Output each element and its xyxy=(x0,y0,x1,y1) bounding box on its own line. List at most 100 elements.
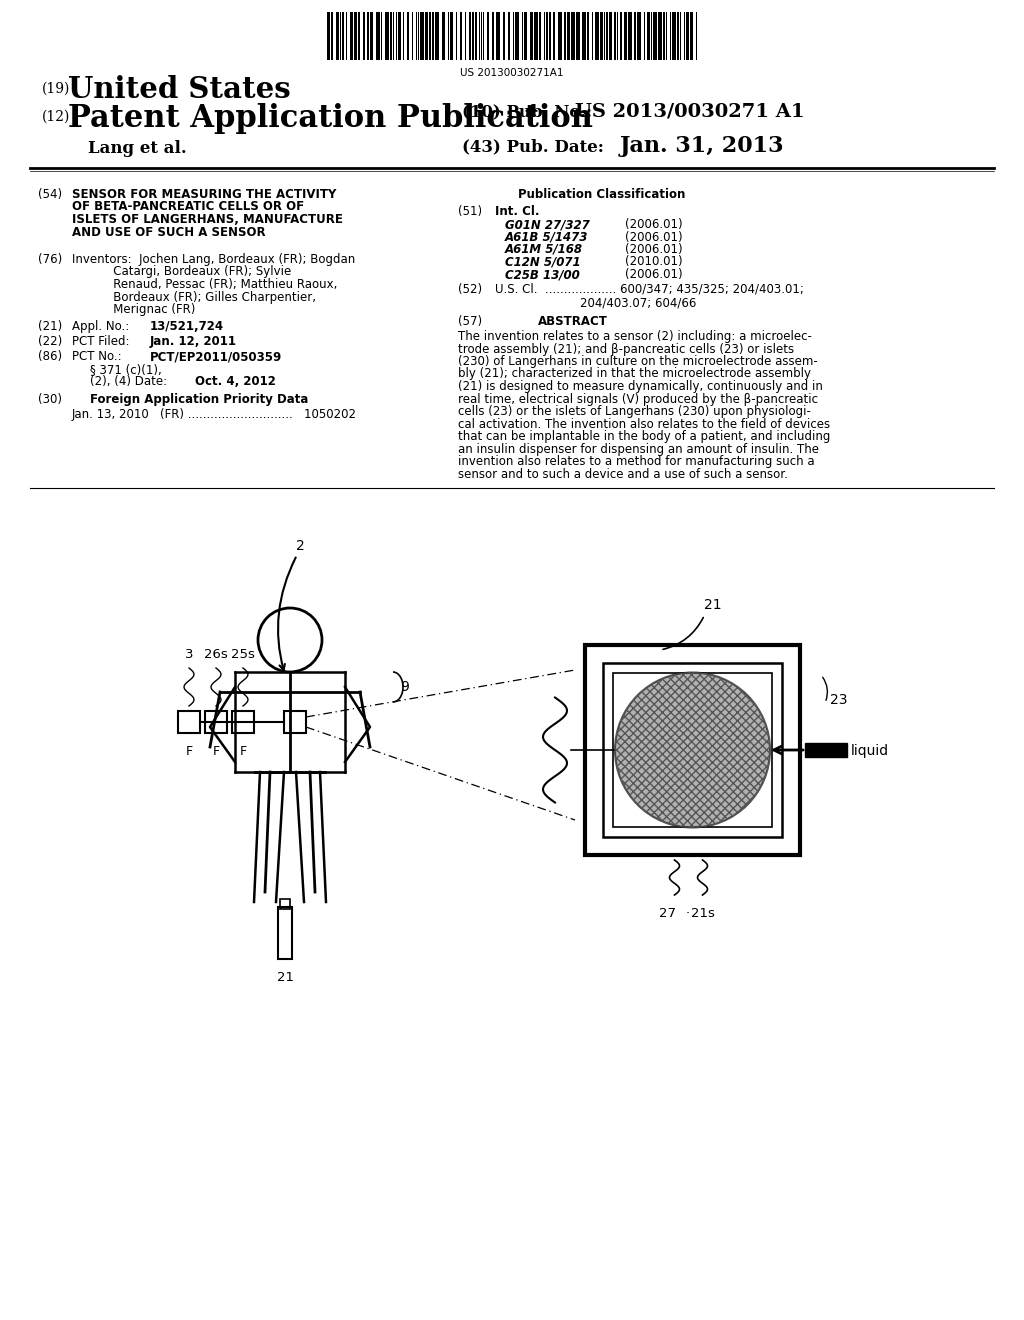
Bar xyxy=(658,12,662,59)
Text: (2006.01): (2006.01) xyxy=(625,218,683,231)
Text: sensor and to such a device and a use of such a sensor.: sensor and to such a device and a use of… xyxy=(458,467,787,480)
Bar xyxy=(595,12,599,59)
Bar xyxy=(205,711,227,733)
Text: Merignac (FR): Merignac (FR) xyxy=(72,304,196,315)
Bar xyxy=(553,12,555,59)
Bar xyxy=(575,12,580,59)
Text: The invention relates to a sensor (2) including: a microelec-: The invention relates to a sensor (2) in… xyxy=(458,330,812,343)
Bar xyxy=(429,12,431,59)
Text: Appl. No.:: Appl. No.: xyxy=(72,319,129,333)
Bar xyxy=(564,12,566,59)
Text: U.S. Cl.  ................... 600/347; 435/325; 204/403.01;: U.S. Cl. ................... 600/347; 43… xyxy=(495,282,804,296)
Text: 26s: 26s xyxy=(204,648,228,661)
Text: bly (21); characterized in that the microelectrode assembly: bly (21); characterized in that the micr… xyxy=(458,367,811,380)
Text: A61M 5/168: A61M 5/168 xyxy=(505,243,583,256)
Text: Int. Cl.: Int. Cl. xyxy=(495,205,540,218)
Bar xyxy=(503,12,505,59)
Text: Lang et al.: Lang et al. xyxy=(88,140,186,157)
Text: that can be implantable in the body of a patient, and including: that can be implantable in the body of a… xyxy=(458,430,830,444)
Bar xyxy=(178,711,200,733)
Text: Jan. 13, 2010   (FR) ............................   1050202: Jan. 13, 2010 (FR) .....................… xyxy=(72,408,357,421)
Text: 23: 23 xyxy=(830,693,848,708)
Text: (230) of Langerhans in culture on the microelectrode assem-: (230) of Langerhans in culture on the mi… xyxy=(458,355,818,368)
Text: 13/521,724: 13/521,724 xyxy=(150,319,224,333)
Text: Jan. 12, 2011: Jan. 12, 2011 xyxy=(150,335,237,348)
Bar xyxy=(558,12,562,59)
Text: (10) Pub. No.:: (10) Pub. No.: xyxy=(462,103,592,120)
Text: 27: 27 xyxy=(659,907,676,920)
Text: 21: 21 xyxy=(276,972,294,983)
Bar xyxy=(600,12,603,59)
Text: ·: · xyxy=(685,907,689,920)
Text: United States: United States xyxy=(68,75,291,104)
Text: (2006.01): (2006.01) xyxy=(625,268,683,281)
Bar xyxy=(606,12,608,59)
Text: (22): (22) xyxy=(38,335,62,348)
Bar xyxy=(342,12,344,59)
Bar xyxy=(585,645,800,855)
Bar xyxy=(472,12,474,59)
Bar xyxy=(549,12,551,59)
Bar xyxy=(672,12,676,59)
Text: liquid: liquid xyxy=(851,744,889,758)
Text: (43) Pub. Date:: (43) Pub. Date: xyxy=(462,139,604,154)
Text: Jan. 31, 2013: Jan. 31, 2013 xyxy=(620,135,784,157)
Bar xyxy=(524,12,527,59)
Bar xyxy=(435,12,439,59)
Text: A61B 5/1473: A61B 5/1473 xyxy=(505,231,589,243)
Bar xyxy=(278,907,292,960)
Text: C25B 13/00: C25B 13/00 xyxy=(505,268,580,281)
Bar xyxy=(582,12,586,59)
Bar xyxy=(609,12,612,59)
Text: Bordeaux (FR); Gilles Charpentier,: Bordeaux (FR); Gilles Charpentier, xyxy=(72,290,316,304)
Bar xyxy=(487,12,489,59)
Text: Inventors:  Jochen Lang, Bordeaux (FR); Bogdan: Inventors: Jochen Lang, Bordeaux (FR); B… xyxy=(72,253,355,267)
Bar xyxy=(450,12,453,59)
Text: G01N 27/327: G01N 27/327 xyxy=(505,218,590,231)
Text: an insulin dispenser for dispensing an amount of insulin. The: an insulin dispenser for dispensing an a… xyxy=(458,442,819,455)
Text: F: F xyxy=(185,744,193,758)
Text: 204/403.07; 604/66: 204/403.07; 604/66 xyxy=(580,296,696,309)
Bar xyxy=(376,12,380,59)
Bar xyxy=(614,12,616,59)
Text: ABSTRACT: ABSTRACT xyxy=(538,315,608,327)
Bar xyxy=(336,12,339,59)
Text: 21: 21 xyxy=(703,598,721,612)
Bar xyxy=(354,12,357,59)
Bar xyxy=(571,12,575,59)
Text: (52): (52) xyxy=(458,282,482,296)
Text: (30): (30) xyxy=(38,393,62,407)
Text: (86): (86) xyxy=(38,350,62,363)
Bar xyxy=(677,12,679,59)
Text: 9: 9 xyxy=(400,680,410,694)
Bar xyxy=(284,711,306,733)
Bar xyxy=(367,12,369,59)
Bar xyxy=(442,12,445,59)
Text: US 2013/0030271 A1: US 2013/0030271 A1 xyxy=(575,103,805,121)
Text: (12): (12) xyxy=(42,110,71,124)
Bar xyxy=(628,12,632,59)
Bar xyxy=(496,12,500,59)
Bar xyxy=(546,12,548,59)
Text: Patent Application Publication: Patent Application Publication xyxy=(68,103,593,135)
Bar xyxy=(331,12,333,59)
Bar xyxy=(358,12,360,59)
Text: cal activation. The invention also relates to the field of devices: cal activation. The invention also relat… xyxy=(458,417,830,430)
Bar xyxy=(407,12,409,59)
Bar xyxy=(805,743,847,756)
Text: C12N 5/071: C12N 5/071 xyxy=(505,256,581,268)
Text: F: F xyxy=(212,744,219,758)
Bar xyxy=(534,12,538,59)
Bar xyxy=(515,12,519,59)
Bar xyxy=(620,12,622,59)
Text: real time, electrical signals (V) produced by the β-pancreatic: real time, electrical signals (V) produc… xyxy=(458,392,818,405)
Text: Publication Classification: Publication Classification xyxy=(518,187,685,201)
Bar xyxy=(460,12,462,59)
Bar xyxy=(686,12,689,59)
Bar xyxy=(647,12,650,59)
Text: (21): (21) xyxy=(38,319,62,333)
Bar xyxy=(432,12,434,59)
Text: Oct. 4, 2012: Oct. 4, 2012 xyxy=(195,375,275,388)
Bar xyxy=(327,12,330,59)
Text: (76): (76) xyxy=(38,253,62,267)
